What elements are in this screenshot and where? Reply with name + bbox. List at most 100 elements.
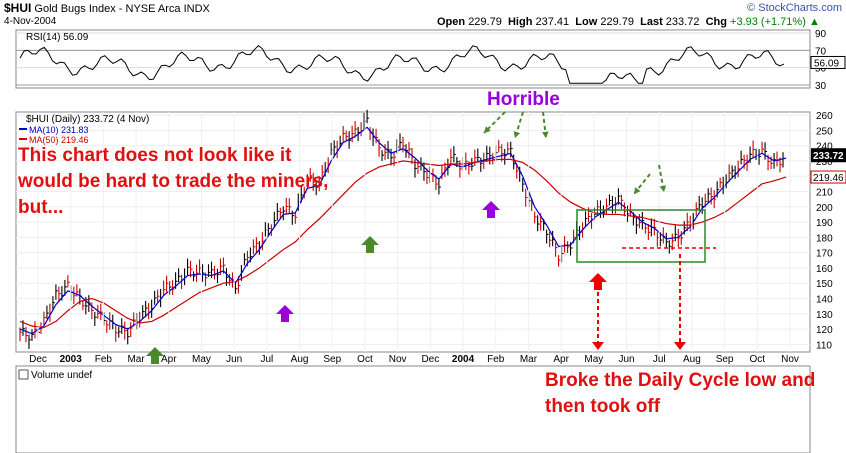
chart-title: $HUI Gold Bugs Index - NYSE Arca INDX xyxy=(4,1,210,15)
rsi-label: RSI(14) 56.09 xyxy=(26,32,89,43)
high-value: 237.41 xyxy=(535,16,570,28)
price-tick-label: 170 xyxy=(816,249,833,260)
price-tick-label: 110 xyxy=(816,340,832,351)
green-up-arrow-icon xyxy=(146,347,164,364)
last-label: Last xyxy=(640,16,663,28)
x-tick-label: Apr xyxy=(161,354,177,365)
x-tick-label: Nov xyxy=(781,354,799,365)
red-up-arrow-icon xyxy=(589,273,607,290)
last-price-tag: 233.72 xyxy=(813,151,844,162)
x-tick-label: Feb xyxy=(487,354,505,365)
ma50-tag-box xyxy=(810,170,846,184)
high-label: High xyxy=(507,16,533,28)
last-value: 233.72 xyxy=(665,16,700,28)
moving-averages xyxy=(19,126,787,335)
volume-panel xyxy=(15,365,811,453)
x-tick-label: Oct xyxy=(357,354,373,365)
chg-label: Chg xyxy=(705,16,727,28)
stockcharts-logo[interactable]: © StockCharts.com xyxy=(747,2,842,14)
index-name: Gold Bugs Index - NYSE Arca xyxy=(34,3,181,15)
low-label: Low xyxy=(575,16,598,28)
panel-labels: 233.72 219.46 RSI(14) 56.09 $HUI (Daily) 23… xyxy=(18,32,846,381)
price-tick-label: 250 xyxy=(816,126,833,137)
x-tick-label: Jun xyxy=(226,354,242,365)
x-tick-label: Sep xyxy=(323,354,341,365)
x-tick-label: Aug xyxy=(683,354,701,365)
chg-value: +3.93 (+1.71%) xyxy=(730,16,806,28)
index-suffix: INDX xyxy=(183,3,210,15)
symbol: $HUI xyxy=(4,1,32,15)
rsi-current-value: 56.09 xyxy=(814,58,839,69)
rsi-line xyxy=(19,44,785,84)
annotation-markup xyxy=(146,111,716,364)
price-tick-label: 260 xyxy=(816,111,833,122)
price-tick-label: 130 xyxy=(816,310,833,321)
red-down-arrowhead-icon xyxy=(674,342,686,350)
green-dashed-arrow-head xyxy=(484,126,491,133)
rsi-tick-label: 50 xyxy=(815,64,827,75)
x-tick-label: Sep xyxy=(716,354,734,365)
price-tick-label: 230 xyxy=(816,157,833,168)
ma50-line xyxy=(19,158,787,329)
x-axis: Dec 2003 Feb Mar Apr May Jun Jul Aug Sep Oct Nov Dec… xyxy=(29,112,799,365)
x-tick-label: 2003 xyxy=(60,354,83,365)
open-value: 229.79 xyxy=(468,16,502,28)
price-grid: 1101201301401501601701801902002102202302… xyxy=(16,111,833,351)
green-dashed-arrow-head xyxy=(634,187,641,194)
purple-up-arrow-icon xyxy=(482,201,500,218)
x-tick-label: Apr xyxy=(553,354,569,365)
rsi-series xyxy=(19,44,785,84)
annotation-main: This chart does not look like it would b… xyxy=(18,145,329,218)
rsi-current-tag xyxy=(810,55,846,69)
volume-label: Volume undef xyxy=(31,370,92,381)
green-up-arrow-icon xyxy=(361,236,379,253)
up-arrow-icon: ▲ xyxy=(808,16,820,28)
x-tick-label: Dec xyxy=(421,354,439,365)
x-tick-label: May xyxy=(192,354,211,365)
ma10-line xyxy=(19,126,787,335)
price-legend-title: $HUI (Daily) 233.72 (4 Nov) xyxy=(26,114,149,125)
quote-bar: Open 229.79 High 237.41 Low 229.79 Last … xyxy=(437,16,820,28)
last-price-tag-box xyxy=(811,148,846,163)
x-tick-label: Nov xyxy=(389,354,407,365)
ma50-legend: MA(50) 219.46 xyxy=(29,135,89,145)
price-tick-label: 200 xyxy=(816,203,833,214)
price-tick-label: 180 xyxy=(816,233,833,244)
price-tick-label: 210 xyxy=(816,187,833,198)
x-tick-label: May xyxy=(584,354,603,365)
green-dashed-arrow-head xyxy=(513,131,521,138)
purple-up-arrow-icon xyxy=(276,305,294,322)
panel-frames xyxy=(15,29,811,453)
x-tick-label: Jul xyxy=(260,354,273,365)
x-tick-label: Aug xyxy=(291,354,309,365)
x-tick-label: Feb xyxy=(95,354,113,365)
ma50-tag: 219.46 xyxy=(813,173,844,184)
open-label: Open xyxy=(437,16,466,28)
price-tick-label: 190 xyxy=(816,218,833,229)
annotation-broke: Broke the Daily Cycle low and then took … xyxy=(545,370,816,417)
rsi-tick-label: 70 xyxy=(815,46,827,57)
price-tick-label: 240 xyxy=(816,142,833,153)
green-dashed-arrow-head xyxy=(541,131,549,138)
ma10-legend: MA(10) 231.83 xyxy=(29,125,89,135)
x-tick-label: 2004 xyxy=(452,354,475,365)
price-tick-label: 160 xyxy=(816,264,833,275)
x-tick-label: Mar xyxy=(520,354,538,365)
volume-legend-swatch xyxy=(18,369,29,380)
x-tick-label: Dec xyxy=(29,354,47,365)
red-down-arrowhead-icon xyxy=(592,342,604,350)
chart-date: 4-Nov-2004 xyxy=(4,16,57,27)
x-tick-label: Mar xyxy=(127,354,145,365)
price-tick-label: 120 xyxy=(816,325,833,336)
consolidation-box xyxy=(576,209,706,263)
rsi-tick-label: 90 xyxy=(815,29,827,40)
price-tick-label: 150 xyxy=(816,279,833,290)
rsi-panel xyxy=(15,29,811,89)
low-value: 229.79 xyxy=(600,16,634,28)
green-dashed-arrow-head xyxy=(659,185,667,192)
x-tick-label: Jun xyxy=(618,354,634,365)
x-tick-label: Oct xyxy=(750,354,766,365)
x-tick-label: Jul xyxy=(653,354,666,365)
annotation-horrible: Horrible xyxy=(487,89,560,110)
